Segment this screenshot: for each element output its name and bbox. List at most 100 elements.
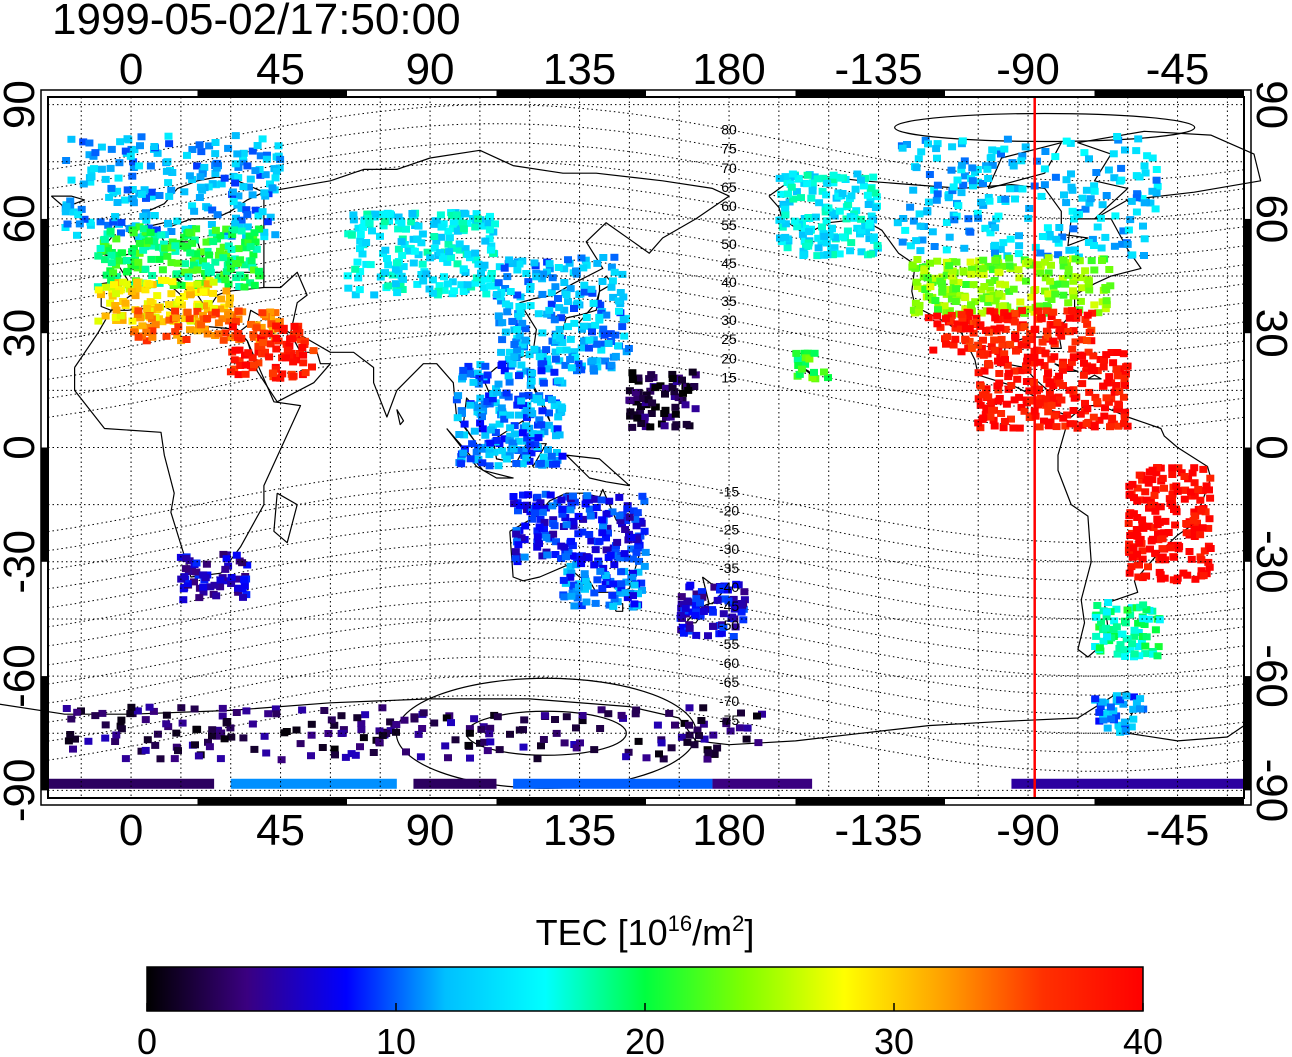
tec-pixel <box>290 322 299 330</box>
tec-pixel <box>107 276 116 284</box>
tec-pixel <box>567 364 576 372</box>
tec-pixel <box>107 145 116 153</box>
tec-pixel <box>510 500 519 508</box>
tec-pixel <box>971 169 979 177</box>
tec-pixel <box>1190 464 1199 472</box>
tec-pixel <box>473 369 482 377</box>
tec-pixel <box>135 223 144 231</box>
tec-pixel <box>137 747 146 755</box>
tec-pixel <box>1092 169 1101 176</box>
tec-pixel <box>192 250 201 258</box>
tec-pixel <box>994 397 1003 405</box>
tec-pixel <box>569 492 577 500</box>
tec-pixel <box>535 416 544 424</box>
tec-pixel <box>267 313 275 321</box>
tec-pixel <box>443 280 452 288</box>
tec-pixel <box>243 211 252 219</box>
tec-pixel <box>455 240 464 248</box>
frame-band <box>795 90 945 97</box>
tec-pixel <box>1025 387 1034 395</box>
tec-pixel <box>615 554 624 562</box>
tec-pixel <box>947 166 956 174</box>
tec-pixel <box>502 455 511 463</box>
tec-pixel <box>1012 347 1020 355</box>
tec-pixel <box>227 733 236 741</box>
tec-pixel <box>1065 314 1074 322</box>
tec-pixel <box>517 397 526 405</box>
tec-pixel <box>353 714 362 722</box>
tec-pixel <box>560 739 569 747</box>
tec-pixel <box>672 421 681 429</box>
tec-pixel <box>574 583 583 591</box>
tec-pixel <box>690 741 699 749</box>
tec-pixel <box>546 456 555 464</box>
tec-pixel <box>232 274 241 282</box>
tec-pixel <box>1153 464 1161 472</box>
tec-pixel <box>1044 290 1053 298</box>
tec-pixel <box>497 362 506 369</box>
tec-pixel <box>632 549 641 557</box>
tec-pixel <box>266 308 275 316</box>
tec-pixel <box>829 176 838 184</box>
tec-pixel <box>1023 353 1032 361</box>
tec-pixel <box>1103 724 1112 732</box>
tec-pixel <box>781 233 790 241</box>
colorbar-title-exp2: 2 <box>732 911 744 936</box>
tec-pixel <box>651 384 660 392</box>
tec-pixel <box>1194 485 1203 493</box>
tec-pixel <box>598 585 607 592</box>
tec-pixel <box>807 194 816 202</box>
tec-pixel <box>89 152 98 160</box>
tec-pixel <box>232 260 241 267</box>
tec-pixel <box>147 242 156 250</box>
tec-pixel <box>690 383 699 390</box>
tec-pixel <box>967 270 976 278</box>
tec-pixel <box>857 215 866 223</box>
tec-pixel <box>283 346 292 354</box>
tec-pixel <box>1044 369 1053 377</box>
tec-pixel <box>835 207 844 215</box>
tec-pixel <box>62 202 71 210</box>
tec-pixel <box>500 367 509 375</box>
tec-pixel <box>572 724 580 732</box>
tec-pixel <box>1142 633 1151 641</box>
tec-pixel <box>1120 374 1129 382</box>
tec-pixel <box>577 556 586 563</box>
tec-pixel <box>597 346 606 354</box>
tec-pixel <box>1185 548 1194 555</box>
tec-pixel <box>1047 313 1056 321</box>
tec-pixel <box>505 256 514 264</box>
tec-pixel <box>106 299 115 307</box>
tec-pixel <box>555 304 564 312</box>
tec-pixel <box>964 215 973 223</box>
tec-pixel <box>574 530 583 538</box>
tec-pixel <box>391 265 400 273</box>
tec-pixel <box>987 153 996 161</box>
tec-pixel <box>1121 146 1129 154</box>
tec-pixel <box>607 361 616 369</box>
tec-pixel <box>1076 410 1085 418</box>
tec-pixel <box>558 404 567 412</box>
tec-pixel <box>997 335 1006 343</box>
tec-pixel <box>167 290 176 298</box>
tec-pixel <box>1102 192 1111 199</box>
tec-pixel <box>69 745 77 753</box>
tec-pixel <box>1036 269 1045 277</box>
tec-pixel <box>1069 277 1078 285</box>
tec-pixel <box>577 344 586 352</box>
tec-pixel <box>553 456 562 464</box>
tec-pixel <box>598 516 607 524</box>
tec-pixel <box>513 266 522 274</box>
tec-pixel <box>183 580 192 588</box>
tec-pixel <box>988 146 997 154</box>
tec-pixel <box>426 254 435 262</box>
tec-pixel <box>199 588 208 596</box>
tec-pixel <box>1145 468 1154 476</box>
tec-pixel <box>1097 698 1106 706</box>
tec-pixel <box>486 439 495 447</box>
tec-pixel <box>590 589 599 597</box>
tec-pixel <box>871 189 880 197</box>
tec-pixel <box>790 217 799 225</box>
tec-pixel <box>566 356 575 363</box>
tec-pixel <box>233 150 242 158</box>
